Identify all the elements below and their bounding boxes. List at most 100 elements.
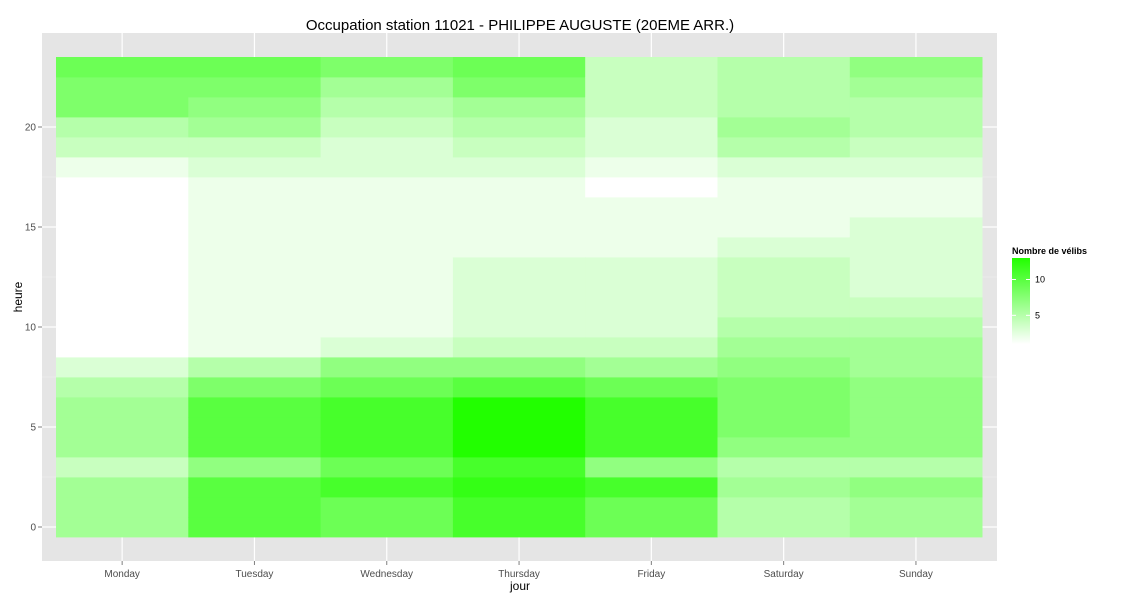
- heatmap-cell: [56, 317, 189, 338]
- heatmap-cell: [585, 197, 718, 218]
- heatmap-cell: [717, 57, 851, 78]
- x-tick-label: Saturday: [764, 569, 804, 580]
- heatmap-cell: [452, 237, 586, 258]
- heatmap-cell: [56, 497, 189, 518]
- x-tick-label: Thursday: [498, 569, 540, 580]
- heatmap-cell: [585, 377, 718, 398]
- heatmap-cell: [188, 177, 321, 198]
- heatmap-cell: [849, 297, 983, 318]
- heatmap-cell: [320, 477, 454, 498]
- heatmap-cell: [717, 237, 851, 258]
- heatmap-cell: [188, 337, 321, 358]
- heatmap-cell: [717, 77, 851, 98]
- heatmap-cell: [585, 117, 718, 138]
- heatmap-cell: [320, 97, 454, 118]
- heatmap-cell: [188, 477, 321, 498]
- heatmap-cell: [188, 397, 321, 418]
- x-tick-label: Tuesday: [235, 569, 273, 580]
- heatmap-cell: [320, 317, 454, 338]
- heatmap-cell: [320, 157, 454, 178]
- x-axis-ticks: Monday Tuesday Wednesday Thursday Friday Satu…: [104, 561, 933, 580]
- heatmap-cell: [585, 237, 718, 258]
- heatmap-cell: [849, 397, 983, 418]
- heatmap-cell: [56, 377, 189, 398]
- heatmap-cell: [717, 137, 851, 158]
- heatmap-cell: [717, 377, 851, 398]
- heatmap-cell: [56, 177, 189, 198]
- heatmap-cell: [56, 517, 189, 538]
- heatmap-cell: [56, 337, 189, 358]
- heatmap-cell: [849, 337, 983, 358]
- heatmap-cell: [849, 457, 983, 478]
- heatmap-cell: [320, 397, 454, 418]
- heatmap-cell: [585, 437, 718, 458]
- heatmap-cell: [717, 317, 851, 338]
- heatmap-cell: [188, 137, 321, 158]
- color-legend: Nombre de vélibs 5 10: [1012, 246, 1087, 344]
- heatmap-cell: [452, 77, 586, 98]
- heatmap-cell: [56, 477, 189, 498]
- heatmap-cell: [849, 197, 983, 218]
- heatmap-cell: [717, 457, 851, 478]
- heatmap-cell: [585, 517, 718, 538]
- y-tick-label: 15: [25, 223, 37, 234]
- heatmap-cell: [585, 397, 718, 418]
- heatmap-cell: [56, 437, 189, 458]
- heatmap-cell: [452, 177, 586, 198]
- heatmap-cell: [585, 477, 718, 498]
- heatmap-cell: [452, 57, 586, 78]
- heatmap-cell: [188, 237, 321, 258]
- heatmap-cell: [452, 477, 586, 498]
- heatmap-cell: [188, 457, 321, 478]
- heatmap-cell: [56, 357, 189, 378]
- heatmap-cell: [188, 97, 321, 118]
- heatmap-cell: [585, 157, 718, 178]
- y-tick-label: 20: [25, 123, 37, 134]
- heatmap-cell: [56, 117, 189, 138]
- heatmap-cell: [320, 197, 454, 218]
- heatmap-cell: [188, 77, 321, 98]
- heatmap-cell: [188, 377, 321, 398]
- y-axis-title: heure: [11, 281, 25, 312]
- heatmap-cell: [585, 297, 718, 318]
- heatmap-cell: [320, 117, 454, 138]
- heatmap-cell: [585, 417, 718, 438]
- y-tick-label: 5: [30, 423, 36, 434]
- heatmap-cell: [188, 117, 321, 138]
- y-tick-label: 10: [25, 323, 37, 334]
- heatmap-cell: [188, 437, 321, 458]
- heatmap-cell: [717, 117, 851, 138]
- heatmap-cell: [849, 77, 983, 98]
- heatmap-cell: [717, 217, 851, 238]
- heatmap-cell: [849, 517, 983, 538]
- heatmap-cell: [452, 357, 586, 378]
- heatmap-cell: [717, 497, 851, 518]
- heatmap-cell: [849, 97, 983, 118]
- heatmap-cell: [585, 337, 718, 358]
- heatmap-cell: [849, 57, 983, 78]
- heatmap-cell: [56, 97, 189, 118]
- heatmap-cell: [452, 417, 586, 438]
- heatmap-cell: [56, 77, 189, 98]
- heatmap-cell: [188, 217, 321, 238]
- heatmap-cell: [320, 357, 454, 378]
- heatmap-cell: [188, 417, 321, 438]
- heatmap-cell: [717, 177, 851, 198]
- heatmap-cell: [56, 57, 189, 78]
- heatmap-cell: [452, 297, 586, 318]
- heatmap-cell: [452, 217, 586, 238]
- heatmap-cell: [320, 57, 454, 78]
- heatmap-cell: [188, 277, 321, 298]
- heatmap-cell: [320, 177, 454, 198]
- heatmap-cell: [320, 237, 454, 258]
- y-axis-ticks: 0 5 10 15 20: [25, 123, 42, 534]
- heatmap-cell: [717, 337, 851, 358]
- x-tick-label: Monday: [104, 569, 140, 580]
- heatmap-cell: [585, 257, 718, 278]
- heatmap-cell: [320, 497, 454, 518]
- heatmap-cell: [320, 77, 454, 98]
- heatmap-cell: [56, 137, 189, 158]
- heatmap-cell: [56, 197, 189, 218]
- heatmap-cell: [56, 297, 189, 318]
- heatmap-cell: [849, 317, 983, 338]
